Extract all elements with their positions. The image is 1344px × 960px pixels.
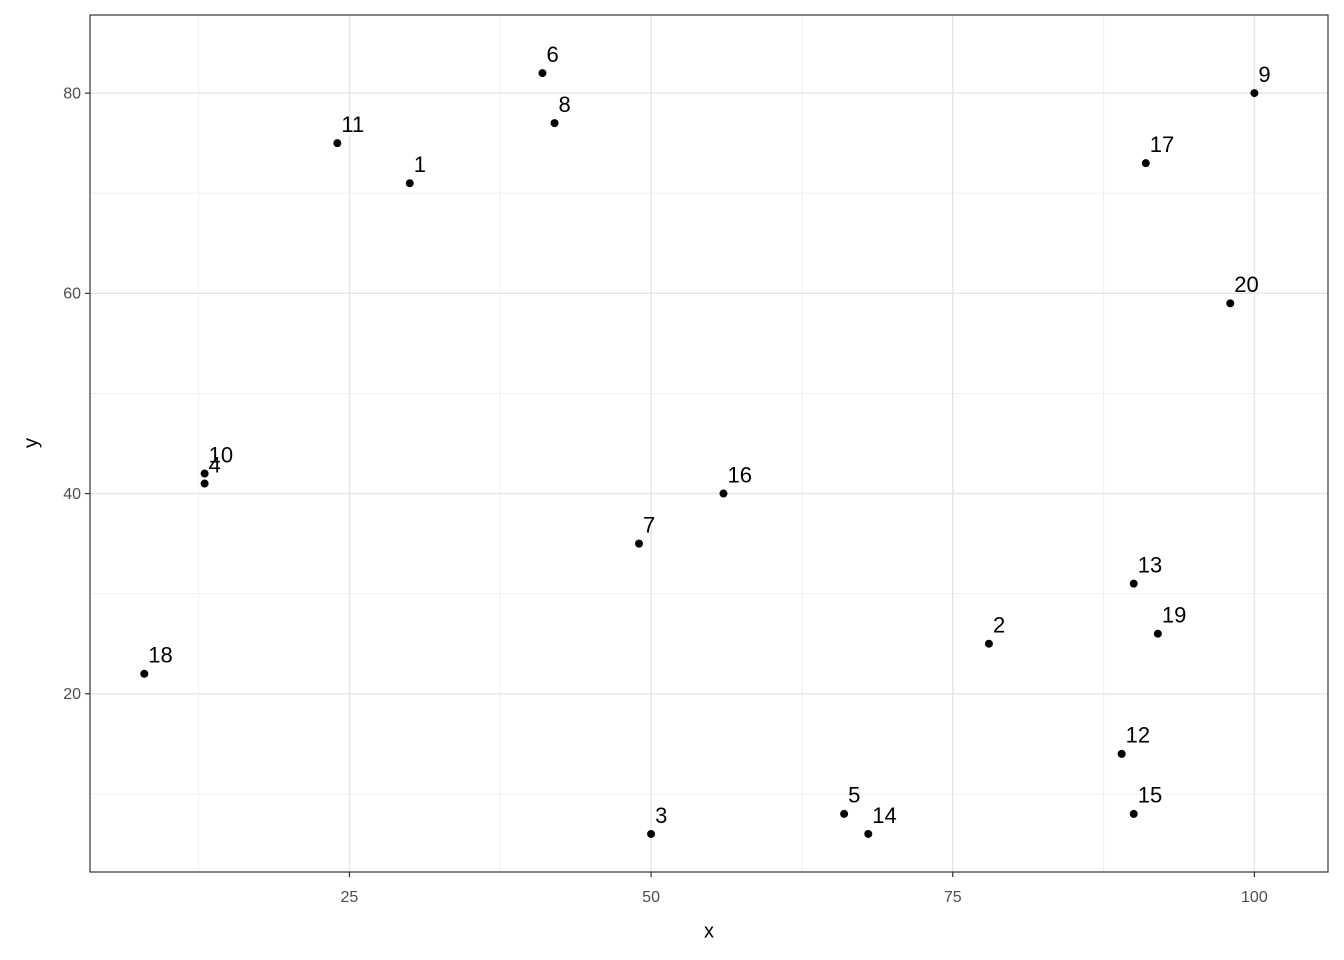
point bbox=[333, 139, 342, 148]
point-label: 7 bbox=[643, 512, 655, 537]
y-tick-label: 40 bbox=[63, 486, 81, 503]
point bbox=[984, 639, 993, 648]
point bbox=[864, 829, 873, 838]
point bbox=[840, 809, 849, 818]
point bbox=[1129, 579, 1138, 588]
plot-panel bbox=[90, 15, 1328, 872]
point bbox=[1250, 89, 1259, 98]
panel-border bbox=[89, 14, 1329, 873]
point-label: 14 bbox=[872, 803, 896, 828]
point bbox=[200, 479, 209, 488]
point-label: 10 bbox=[209, 442, 233, 467]
y-tick-label: 80 bbox=[63, 85, 81, 102]
point-label: 4 bbox=[209, 452, 221, 477]
point-label: 3 bbox=[655, 803, 667, 828]
y-axis-title: y bbox=[20, 438, 42, 448]
point-label: 6 bbox=[546, 42, 558, 67]
point bbox=[405, 179, 414, 188]
point bbox=[1153, 629, 1162, 638]
x-tick-label: 25 bbox=[341, 889, 359, 906]
point-label: 5 bbox=[848, 783, 860, 808]
point bbox=[719, 489, 728, 498]
point-label: 8 bbox=[559, 92, 571, 117]
point-label: 13 bbox=[1138, 552, 1162, 577]
point-label: 12 bbox=[1126, 723, 1150, 748]
point-label: 16 bbox=[727, 462, 751, 487]
point-label: 1 bbox=[414, 152, 426, 177]
point-label: 15 bbox=[1138, 783, 1162, 808]
point-label: 9 bbox=[1258, 62, 1270, 87]
point-label: 2 bbox=[993, 613, 1005, 638]
point bbox=[1117, 749, 1126, 758]
point-label: 11 bbox=[341, 112, 364, 137]
x-tick-label: 75 bbox=[944, 889, 962, 906]
point-label: 17 bbox=[1150, 132, 1174, 157]
point-label: 19 bbox=[1162, 603, 1186, 628]
point bbox=[538, 69, 547, 78]
x-tick-label: 100 bbox=[1241, 889, 1268, 906]
point bbox=[140, 669, 149, 678]
point-label: 18 bbox=[148, 643, 172, 668]
point bbox=[550, 119, 559, 128]
point bbox=[200, 469, 209, 478]
y-tick-label: 20 bbox=[63, 686, 81, 703]
x-axis-title: x bbox=[704, 920, 714, 942]
point-label: 20 bbox=[1234, 272, 1258, 297]
y-tick-label: 60 bbox=[63, 286, 81, 303]
point bbox=[1226, 299, 1235, 308]
point bbox=[1129, 809, 1138, 818]
point bbox=[635, 539, 644, 548]
x-tick-label: 50 bbox=[642, 889, 660, 906]
point bbox=[647, 829, 656, 838]
point bbox=[1141, 159, 1150, 168]
